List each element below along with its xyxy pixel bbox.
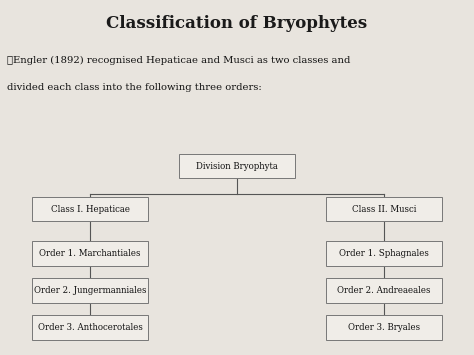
Text: Order 2. Andreaeales: Order 2. Andreaeales	[337, 286, 431, 295]
FancyBboxPatch shape	[32, 197, 148, 222]
FancyBboxPatch shape	[179, 154, 295, 179]
Text: Order 2. Jungermanniales: Order 2. Jungermanniales	[34, 286, 146, 295]
Text: Order 1. Marchantiales: Order 1. Marchantiales	[39, 249, 141, 258]
FancyBboxPatch shape	[32, 278, 148, 303]
Text: Division Bryophyta: Division Bryophyta	[196, 162, 278, 171]
Text: Class II. Musci: Class II. Musci	[352, 204, 416, 214]
FancyBboxPatch shape	[32, 241, 148, 266]
Text: Order 3. Anthocerotales: Order 3. Anthocerotales	[37, 323, 143, 332]
Text: Order 3. Bryales: Order 3. Bryales	[348, 323, 420, 332]
FancyBboxPatch shape	[32, 315, 148, 340]
Text: ❖Engler (1892) recognised Hepaticae and Musci as two classes and: ❖Engler (1892) recognised Hepaticae and …	[7, 56, 350, 65]
Text: Class I. Hepaticae: Class I. Hepaticae	[51, 204, 129, 214]
Text: divided each class into the following three orders:: divided each class into the following th…	[7, 83, 262, 92]
FancyBboxPatch shape	[326, 315, 442, 340]
FancyBboxPatch shape	[326, 197, 442, 222]
Text: Order 1. Sphagnales: Order 1. Sphagnales	[339, 249, 429, 258]
Text: Classification of Bryophytes: Classification of Bryophytes	[107, 16, 367, 32]
FancyBboxPatch shape	[326, 241, 442, 266]
FancyBboxPatch shape	[326, 278, 442, 303]
